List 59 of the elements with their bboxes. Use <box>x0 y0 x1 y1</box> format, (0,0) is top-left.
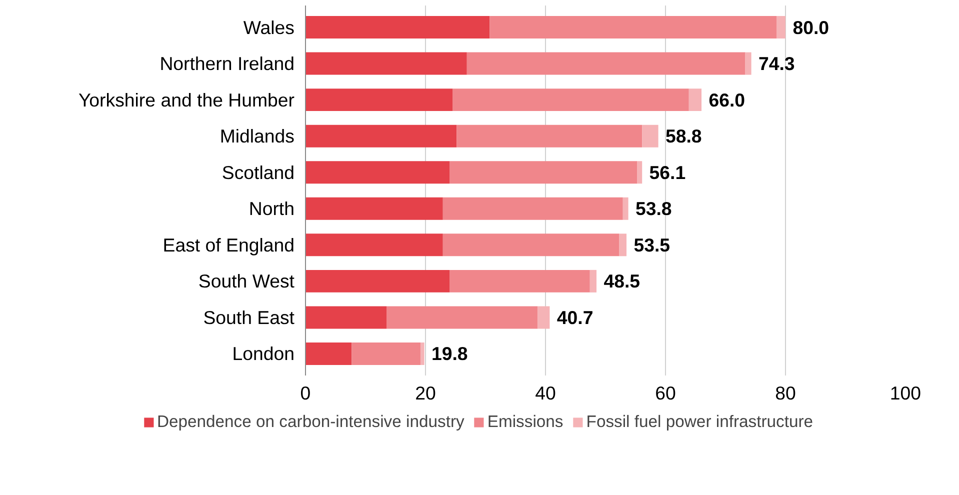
bar <box>306 88 452 112</box>
bar <box>306 197 443 220</box>
y-tick-label: Midlands <box>220 126 295 147</box>
total-label: 53.8 <box>636 198 672 220</box>
bar <box>538 306 550 329</box>
bar <box>619 234 626 256</box>
x-tick-label: 100 <box>890 382 922 404</box>
bar <box>745 52 752 75</box>
total-label: 74.3 <box>758 53 795 74</box>
bar <box>306 306 386 329</box>
bar <box>442 197 623 220</box>
bar <box>590 270 596 292</box>
bar <box>450 270 590 292</box>
x-tick-label: 60 <box>655 382 676 404</box>
bar <box>450 161 638 184</box>
bar <box>306 161 450 184</box>
y-tick-label: East of England <box>162 234 295 256</box>
bar <box>642 124 658 148</box>
bar <box>452 88 689 112</box>
x-tick-label: 40 <box>535 382 556 404</box>
bar <box>386 306 538 329</box>
total-label: 48.5 <box>604 270 640 292</box>
legend-label: Fossil fuel power infrastructure <box>586 412 814 432</box>
total-label: 66.0 <box>708 89 746 110</box>
y-tick-label: South East <box>203 306 296 328</box>
bar <box>622 197 628 220</box>
x-tick-label: 0 <box>300 382 311 404</box>
legend-label: Dependence on carbon-intensive industry <box>156 412 464 432</box>
bar <box>490 16 776 39</box>
bar <box>688 88 702 112</box>
y-tick-label: Scotland <box>222 162 295 183</box>
bar <box>466 52 746 75</box>
bar <box>637 161 642 184</box>
total-label: 40.7 <box>556 306 594 328</box>
bar <box>352 342 421 365</box>
total-label: 19.8 <box>432 343 468 364</box>
bar <box>306 342 352 365</box>
bar <box>420 342 424 365</box>
total-label: 56.1 <box>649 162 686 183</box>
x-tick-label: 20 <box>415 382 436 404</box>
legend-label: Emissions <box>487 412 564 432</box>
y-tick-label: Wales <box>243 16 294 38</box>
y-tick-label: Northern Ireland <box>160 53 294 74</box>
total-label: 58.8 <box>666 126 702 147</box>
total-label: 53.5 <box>634 234 670 256</box>
y-tick-label: North <box>248 198 295 220</box>
y-tick-label: London <box>232 343 295 364</box>
bar <box>306 270 450 292</box>
bar <box>456 124 642 148</box>
y-tick-label: Yorkshire and the Humber <box>78 89 295 110</box>
x-tick-label: 80 <box>775 382 796 404</box>
total-label: 80.0 <box>792 16 830 38</box>
bar <box>306 16 490 39</box>
y-tick-label: South West <box>198 270 296 292</box>
bar <box>442 234 620 256</box>
bar <box>776 16 786 39</box>
bar <box>306 52 467 75</box>
bar <box>306 124 457 148</box>
bar <box>306 234 443 256</box>
